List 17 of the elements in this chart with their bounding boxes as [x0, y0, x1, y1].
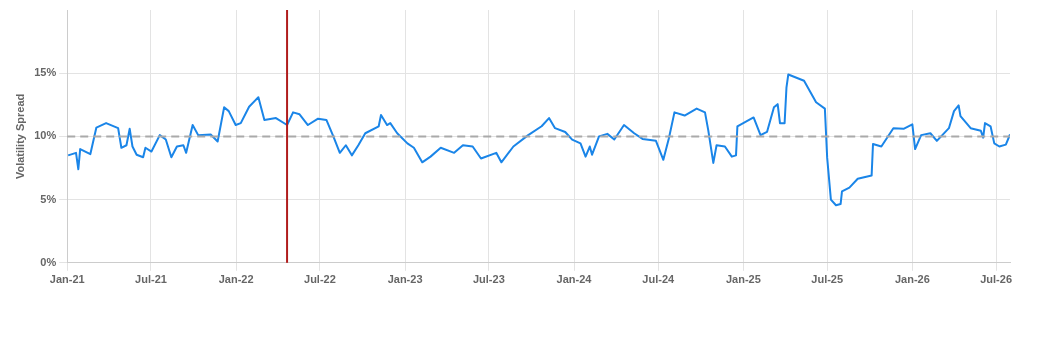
x-tick-label: Jan-22 [218, 273, 254, 286]
x-tick-label: Jan-23 [387, 273, 423, 286]
x-tick-label: Jul-21 [135, 273, 167, 286]
x-tick-label: Jan-26 [894, 273, 930, 286]
y-tick-label: 0% [40, 255, 57, 268]
y-tick-label: 15% [34, 66, 57, 79]
x-tick-label: Jan-21 [49, 273, 85, 286]
y-tick-label: 5% [40, 192, 57, 205]
x-tick-label: Jan-24 [556, 273, 593, 286]
x-tick-label: Jul-24 [642, 273, 676, 286]
x-tick-label: Jan-25 [725, 273, 761, 286]
x-tick-label: Jul-26 [980, 273, 1013, 286]
x-tick-label: Jul-22 [304, 273, 336, 286]
y-axis-title: Volatility Spread [13, 93, 26, 180]
y-tick-label: 10% [34, 129, 57, 142]
x-tick-label: Jul-23 [472, 273, 505, 286]
x-tick-label: Jul-25 [811, 273, 844, 286]
